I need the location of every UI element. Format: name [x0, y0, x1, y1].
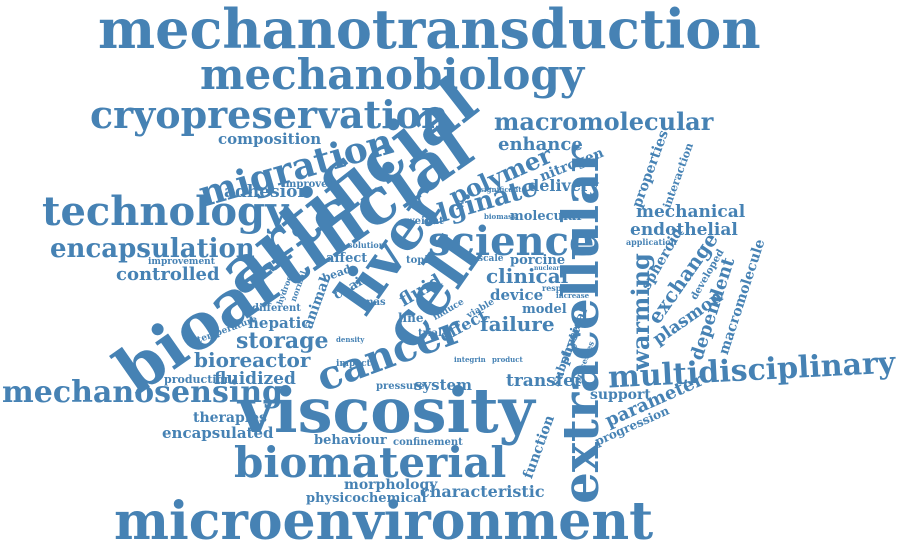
word-line: line	[398, 311, 424, 325]
word-interaction: interaction	[660, 141, 697, 210]
word-model: model	[522, 302, 567, 317]
word-delivery: delivery	[528, 176, 599, 195]
word-storage: storage	[236, 328, 329, 354]
word-viscosity: viscosity	[238, 374, 535, 447]
word-behaviour: behaviour	[314, 433, 387, 448]
word-science: science	[428, 218, 595, 265]
word-technology: technology	[42, 188, 289, 235]
word-support: support	[590, 387, 651, 403]
word-confinement: confinement	[393, 437, 463, 448]
word-mechanobiology: mechanobiology	[200, 50, 585, 99]
word-therapies: therapies	[193, 410, 267, 426]
word-endothelial: endothelial	[630, 220, 738, 240]
word-significant: significant	[480, 185, 522, 194]
word-increase: increase	[556, 291, 590, 300]
word-different: different	[252, 303, 301, 314]
word-mechanical: mechanical	[636, 202, 746, 222]
word-system: system	[414, 376, 472, 394]
word-product: product	[492, 355, 523, 364]
word-affect: affect	[326, 251, 368, 266]
word-morphology: morphology	[344, 477, 438, 493]
word-hepatic: hepatic	[248, 314, 311, 332]
word-mechanosensing: mechanosensing	[2, 375, 284, 410]
word-controlled: controlled	[116, 264, 220, 285]
word-encapsulation: encapsulation	[50, 234, 255, 264]
word-mechanotransduction: mechanotransduction	[98, 0, 761, 61]
word-adhesion: adhesion	[224, 182, 310, 202]
word-nuclear: nuclear	[534, 265, 560, 272]
word-application: application	[626, 237, 677, 247]
word-trial: trial	[418, 328, 442, 339]
word-physicochemical: physicochemical	[306, 491, 427, 506]
word-response: response	[542, 283, 583, 293]
word-enhance: enhance	[498, 134, 583, 155]
word-device: device	[490, 286, 544, 304]
word-integrin: integrin	[454, 355, 486, 364]
word-improvement: improvement	[148, 257, 215, 267]
word-encapsulated: encapsulated	[162, 424, 274, 442]
word-production: production	[164, 373, 232, 386]
word-topic: topic	[406, 255, 435, 266]
word-composition: composition	[218, 130, 322, 148]
word-warming: warming	[625, 253, 655, 371]
word-biomaterial: biomaterial	[234, 438, 507, 487]
word-characteristic: characteristic	[420, 482, 545, 501]
word-porcine: porcine	[510, 253, 566, 268]
word-cryopreservation: cryopreservation	[90, 92, 449, 137]
word-bioreactor: bioreactor	[194, 348, 311, 372]
word-fluidized: fluidized	[214, 369, 296, 389]
word-solution: solution	[348, 240, 385, 250]
word-impact: impact	[336, 359, 371, 369]
word-mas: mas	[363, 297, 386, 308]
word-macromolecular: macromolecular	[494, 107, 714, 136]
word-weight: weight	[406, 216, 444, 227]
word-failure: failure	[480, 312, 555, 336]
word-microenvironment: microenvironment	[114, 491, 654, 548]
word-improved: improved	[282, 179, 335, 190]
word-clinical: clinical	[486, 264, 569, 288]
word-pressure: pressure	[376, 381, 425, 392]
word-biomass: biomass	[484, 212, 517, 221]
word-density: density	[336, 335, 365, 344]
word-transfer: transfer	[506, 371, 583, 391]
word-scale: scale	[478, 254, 504, 264]
word-molecular: molecular	[510, 209, 584, 224]
